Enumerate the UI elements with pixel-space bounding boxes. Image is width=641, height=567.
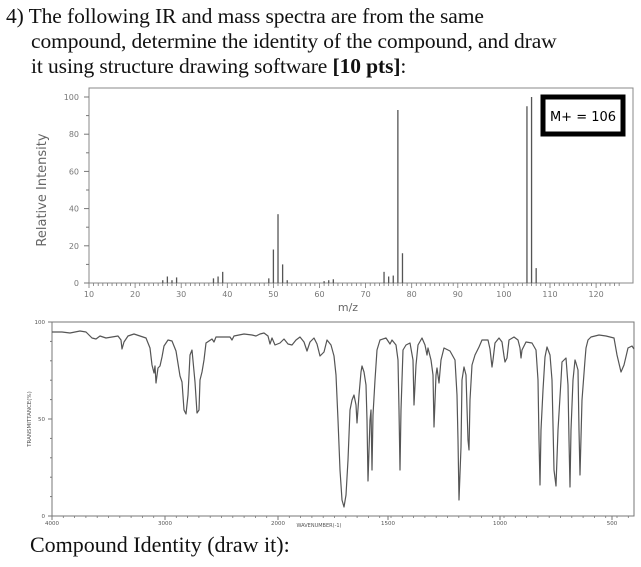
ir-x-tick-label: 2000 [271, 521, 285, 527]
ms-x-tick-label: 120 [588, 290, 603, 299]
ms-x-tick-label: 70 [361, 290, 371, 299]
ms-x-tick-label: 40 [222, 290, 232, 299]
question-number: 4) [6, 4, 24, 28]
ms-x-tick-label: 20 [130, 290, 140, 299]
ir-x-tick-label: 500 [607, 521, 618, 527]
ms-x-tick-label: 60 [314, 290, 324, 299]
molecular-ion-label: M+ = 106 [550, 110, 616, 125]
ms-x-tick-label: 30 [176, 290, 186, 299]
ms-y-tick-label: 20 [69, 242, 79, 251]
ir-plot-frame [51, 321, 635, 517]
ms-x-tick-label: 50 [268, 290, 278, 299]
ir-spectrum-chart: 0 50 100 4000 3000 2000 1500 1000 500 TRANSMITT… [27, 320, 635, 529]
ir-y-axis: 0 50 100 [35, 320, 52, 520]
molecular-ion-box [540, 94, 626, 137]
ms-y-tick-label: 60 [69, 167, 79, 176]
ir-y-tick-label: 0 [42, 514, 46, 520]
ms-x-tick-label: 80 [407, 290, 417, 299]
ir-x-axis-label: WAVENUMBER(-1) [296, 523, 341, 529]
question-line-2: compound, determine the identity of the … [31, 29, 557, 53]
ms-x-axis-label: m/z [338, 301, 358, 314]
ir-x-tick-label: 4000 [45, 521, 59, 527]
ms-y-axis-label: Relative Intensity [35, 133, 50, 246]
question-line-3: it using structure drawing software [10 … [31, 54, 407, 78]
ir-x-tick-label: 1000 [493, 521, 507, 527]
ir-transmittance-curve [52, 330, 635, 508]
question-text: 4) The following IR and mass spectra are… [6, 4, 641, 79]
ms-y-tick-label: 40 [69, 205, 79, 214]
ir-x-axis: 4000 3000 2000 1500 1000 500 [45, 516, 629, 527]
ms-peaks [162, 97, 537, 283]
ir-x-tick-label: 1500 [381, 521, 395, 527]
ms-y-tick-label: 0 [74, 279, 79, 288]
ms-y-tick-label: 100 [64, 93, 79, 102]
ir-y-tick-label: 100 [35, 320, 46, 326]
ms-x-axis: 10 20 30 40 50 60 70 80 90 100 110 120 [84, 283, 620, 299]
ir-x-tick-label: 3000 [158, 521, 172, 527]
ms-y-axis: 0 20 40 60 80 100 [64, 93, 89, 288]
ms-x-tick-label: 110 [542, 290, 557, 299]
compound-identity-prompt: Compound Identity (draw it): [30, 532, 290, 557]
ir-y-axis-label: TRANSMITTANCE(%) [27, 391, 33, 448]
points-label: [10 pts] [332, 54, 401, 78]
ir-y-tick-label: 50 [38, 417, 45, 423]
ms-y-tick-label: 80 [69, 130, 79, 139]
ms-x-tick-label: 100 [496, 290, 511, 299]
mass-spectrum-chart: 0 20 40 60 80 100 10 20 30 40 50 60 70 80 90 100 110 120… [35, 87, 634, 314]
ms-x-tick-label: 10 [84, 290, 94, 299]
ms-x-tick-label: 90 [453, 290, 463, 299]
question-line-1: 4) The following IR and mass spectra are… [6, 4, 484, 28]
